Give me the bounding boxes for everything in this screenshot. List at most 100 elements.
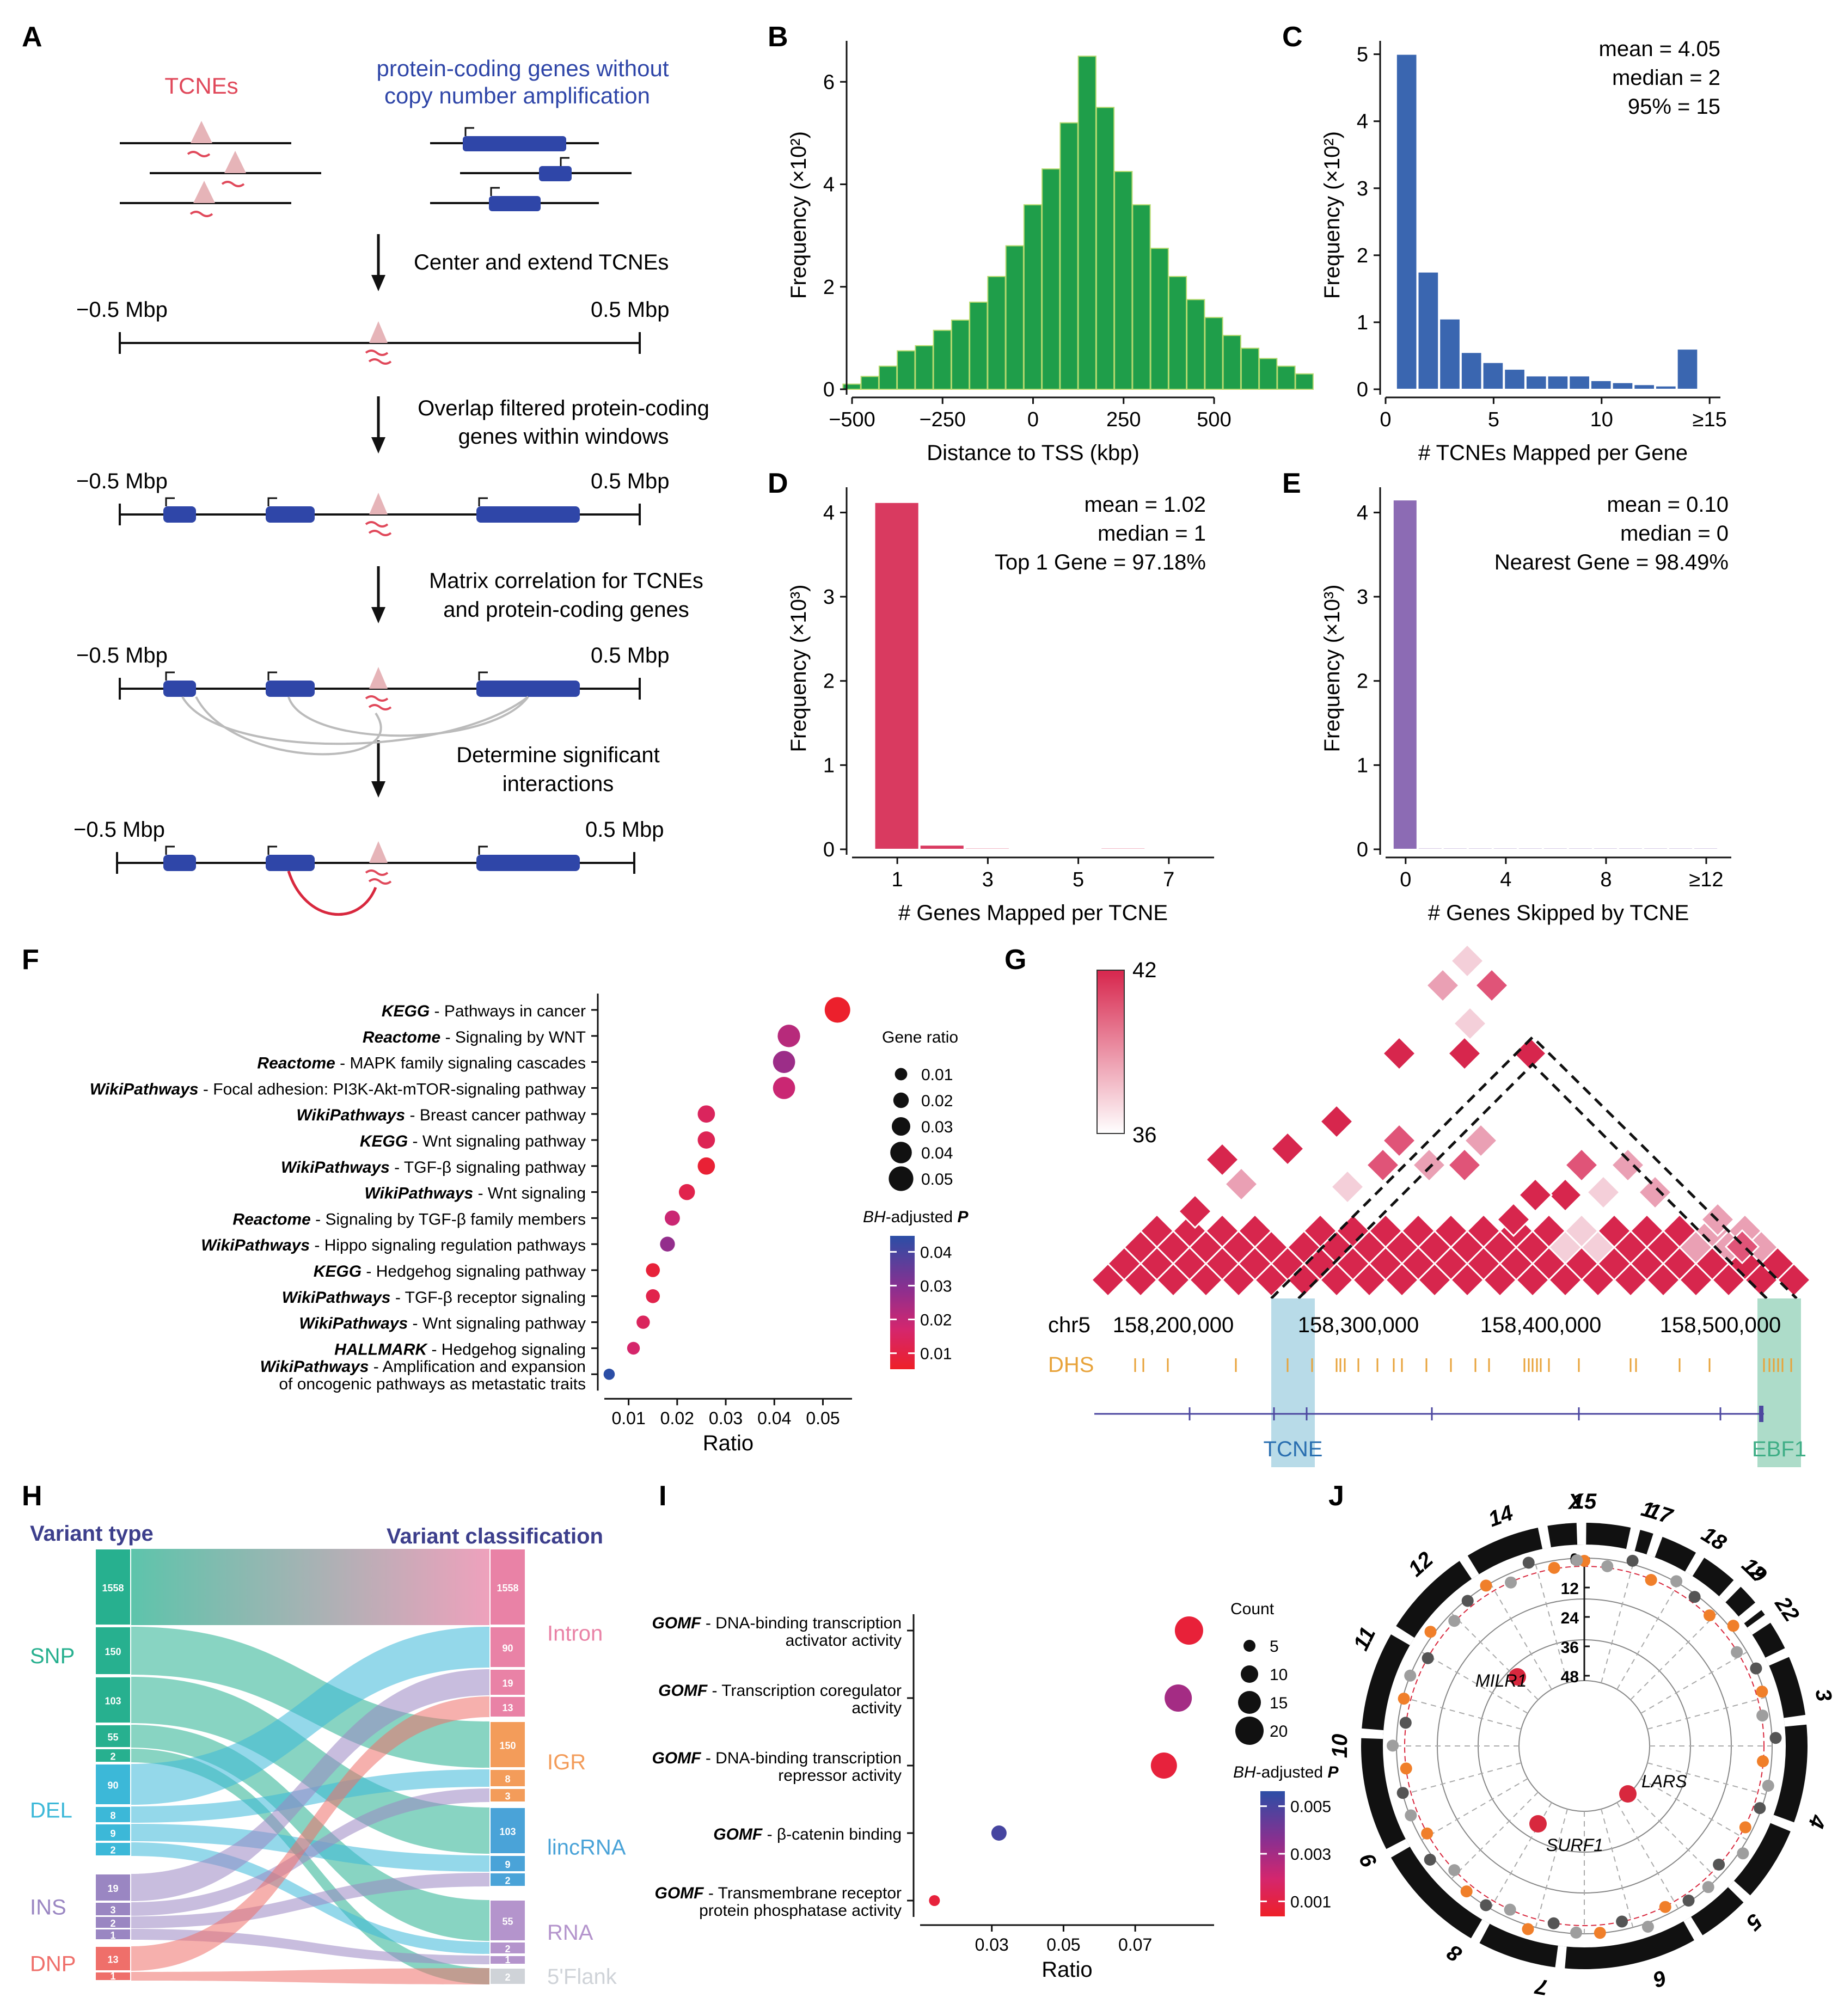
histogram-bar [878,365,898,390]
data-point [697,1157,715,1175]
sankey-left-label: INS [30,1896,66,1920]
contact-cell [1585,1174,1621,1210]
x-tick-label: 0.05 [806,1408,840,1428]
variant-point [1739,1821,1751,1834]
chromosome-label: 10 [1328,1734,1352,1758]
sankey-count: 9 [110,1828,115,1839]
x-axis-title: Ratio [1042,1958,1092,1982]
variant-point [1756,1709,1769,1722]
y-tick-label: 0 [1357,838,1368,861]
size-legend-label: 15 [1270,1694,1288,1712]
term-label: Reactome - Signaling by TGF-β family mem… [232,1210,586,1228]
dhs-track [1134,1358,1792,1372]
step-matrix-2: and protein-coding genes [443,598,689,622]
term-label: WikiPathways - Focal adhesion: PI3K-Akt-… [90,1080,586,1098]
sankey-node [95,1548,131,1626]
gene-label-surf1: SURF1 [1546,1835,1603,1855]
significant-gene-point [1529,1815,1547,1833]
x-axis-title: Distance to TSS (kbp) [927,441,1140,465]
x-axis-title: Ratio [703,1431,753,1455]
variant-point [1626,1554,1639,1567]
term-label: WikiPathways - Hippo signaling regulatio… [201,1236,586,1254]
y-tick-label: 2 [1357,670,1368,693]
size-legend-label: 0.05 [921,1171,953,1188]
sankey-count: 90 [107,1780,118,1791]
step-overlap-2: genes within windows [458,425,669,449]
data-point [773,1051,795,1073]
histogram-bar [1618,847,1643,850]
tcne-label: TCNEs [164,73,238,99]
left-bound-label: −0.5 Mbp [76,469,168,493]
data-point [678,1184,695,1200]
gene-box [163,681,196,697]
histogram-bar [1042,168,1061,390]
contact-cell [1512,1035,1548,1071]
right-axis-title: Variant classification [387,1524,603,1548]
contact-cell [1449,943,1485,979]
tcne-track-label: TCNE [1264,1437,1323,1461]
panel-h: H Variant type Variant classification 15… [22,1480,626,1989]
circos-plot: X123456789101112141517181922012243648 [1328,1490,1836,2000]
sankey-count: 1558 [102,1583,124,1594]
chromosome-label: 18 [1697,1522,1731,1555]
data-point [1165,1684,1192,1712]
dhs-label: DHS [1048,1353,1094,1377]
tcne-triangles [191,121,246,203]
stat-annotation: mean = 1.02 [1085,493,1206,517]
x-tick-label: 0 [1400,868,1411,891]
chromosome-label: 19 [1737,1553,1772,1588]
x-axis-title: # TCNEs Mapped per Gene [1418,441,1688,465]
sankey-count: 8 [505,1774,510,1785]
panel-g: G 42 36 chr5 158,200,000 158,300,000 158… [1004,943,1812,1467]
x-tick-label: 0.03 [975,1935,1009,1954]
contact-cell [1517,1177,1553,1213]
data-point [697,1105,715,1123]
histogram-bar [1693,847,1718,850]
contact-cell [1447,1147,1482,1183]
histogram-bar [1095,107,1115,390]
contact-cell [1531,1213,1567,1249]
sankey-node [95,1842,131,1856]
data-point [697,1131,715,1149]
radial-spoke [1421,1651,1528,1714]
chromosome-gap [1738,1602,1762,1623]
gene-box [163,506,196,523]
chromosome-label: 12 [1404,1547,1438,1581]
tss-arrow [478,671,488,681]
chromosome-label: 3 [1810,1687,1836,1704]
variant-point [1750,1662,1762,1675]
tcne-squiggle [365,350,392,365]
histogram-bar [1492,847,1518,850]
gene-box [266,681,315,697]
radial-tick-label: 24 [1561,1609,1579,1627]
radial-spoke [1402,1762,1522,1796]
x-tick-label: 0.07 [1118,1935,1152,1954]
variant-point [1670,1575,1683,1588]
left-bound-label: −0.5 Mbp [76,298,168,322]
panel-g-label: G [1004,944,1026,976]
size-legend-dot [890,1142,912,1163]
panel-j-label: J [1328,1480,1344,1512]
chromosome-gap [1361,1728,1384,1739]
size-legend-dot [895,1068,908,1081]
contact-cell [1452,1006,1488,1041]
sankey-count: 1558 [497,1583,518,1594]
coord-4: 158,500,000 [1660,1313,1781,1337]
variant-point [1547,1917,1560,1929]
term-label-line2: protein phosphatase activity [699,1902,902,1920]
gene-box [476,855,580,871]
sankey-node [489,1669,526,1696]
sankey-count: 150 [499,1741,516,1751]
sankey-node [95,1928,131,1940]
stat-annotation: mean = 4.05 [1599,37,1721,61]
histogram-bar [1567,847,1593,850]
tcne-triangle [369,321,388,343]
sankey-count: 19 [107,1883,118,1894]
sankey-node [489,1769,526,1787]
variant-point [1404,1669,1417,1682]
variant-point [1398,1693,1410,1705]
contact-cell [1425,967,1461,1003]
term-label: WikiPathways - Amplification and expansi… [260,1358,586,1376]
sankey-count: 1 [110,1971,115,1982]
term-label: KEGG - Wnt signaling pathway [360,1132,586,1150]
